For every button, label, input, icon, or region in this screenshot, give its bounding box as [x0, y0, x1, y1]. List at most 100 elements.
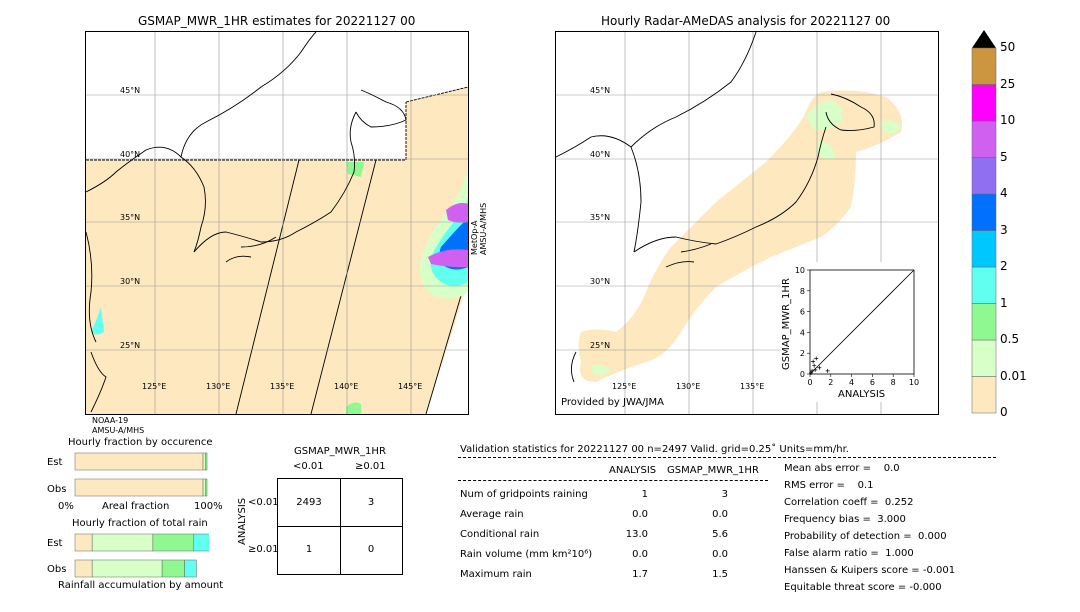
contingency-row-axis: ANALYSIS	[237, 497, 248, 545]
occurrence-xlabel: Areal fraction	[102, 501, 170, 512]
colorbar-tick-label: 25	[1000, 76, 1016, 91]
colorbar-segment	[971, 84, 997, 122]
scatter-point	[817, 365, 822, 370]
occurrence-obs-label: Obs	[47, 484, 67, 495]
score-line: Hanssen & Kuipers score = -0.001	[784, 565, 956, 576]
score-line: Probability of detection = 0.000	[784, 531, 947, 542]
occurrence-bars	[74, 452, 208, 497]
scatter-point	[811, 359, 816, 364]
right-lon-label: 125°E	[612, 382, 637, 391]
occurrence-est-label: Est	[47, 457, 63, 468]
scatter-xtick-label: 10	[909, 378, 919, 387]
right-lon-label: 135°E	[740, 382, 765, 391]
satellite-label-right: MetOp-A AMSU-A/MHS	[470, 202, 488, 255]
score-line: Mean abs error = 0.0	[784, 463, 900, 474]
validation-row-label: Rain volume (mm km²10⁶)	[460, 549, 593, 560]
colorbar-tick-label: 0.01	[1000, 368, 1027, 383]
fraction-bar-segment	[74, 452, 204, 471]
validation-col-analysis: ANALYSIS	[609, 465, 657, 476]
scatter-point	[809, 370, 814, 375]
scatter-ytick-label: 2	[800, 349, 805, 358]
scatter-plot: 0 2 4 6 8 10 0 2 4 6 8 10	[795, 266, 919, 387]
fraction-bar-segment	[161, 559, 185, 578]
colorbar-tick-label: 0.5	[1000, 332, 1020, 346]
colorbar-segment	[971, 266, 997, 304]
left-map-no-data-north	[181, 32, 406, 160]
validation-row-label: Num of gridpoints raining	[460, 489, 588, 500]
score-line: False alarm ratio = 1.000	[784, 548, 914, 559]
occurrence-title: Hourly fraction by occurence	[68, 437, 213, 448]
left-lon-label: 135°E	[270, 382, 295, 391]
colorbar-tick-label: 10	[1000, 113, 1016, 127]
validation-row-analysis: 1	[641, 489, 648, 500]
score-line: Equitable threat score = -0.000	[784, 582, 942, 593]
right-lon-label: 130°E	[676, 382, 701, 391]
left-lat-label: 25°N	[120, 341, 141, 350]
scatter-point	[814, 356, 819, 361]
left-lat-label: 30°N	[120, 277, 141, 286]
occurrence-x0: 0%	[58, 501, 74, 512]
scatter-xtick-label: 2	[828, 378, 833, 387]
fraction-bar-segment	[184, 559, 197, 578]
fraction-bar-segment	[74, 533, 93, 552]
validation-row-label: Maximum rain	[460, 569, 532, 580]
fraction-bar-segment	[74, 559, 93, 578]
colorbar-segment	[971, 339, 997, 377]
contingency-row-lt: <0.01	[248, 497, 279, 508]
validation-row-gsmap: 0.0	[712, 509, 728, 520]
left-lon-label: 130°E	[206, 382, 231, 391]
colorbar-segment	[971, 157, 997, 195]
left-lat-label: 35°N	[120, 213, 141, 222]
credit-label: Provided by JWA/JMA	[561, 397, 664, 408]
contingency-cell: 2493	[296, 497, 322, 508]
colorbar-segment	[971, 376, 997, 414]
colorbar-segment	[971, 303, 997, 341]
scatter-ytick-label: 10	[795, 266, 805, 275]
contingency-col-lt: <0.01	[293, 461, 324, 472]
colorbar-tick-label: 50	[1000, 40, 1016, 54]
fraction-bar-segment	[202, 478, 206, 497]
right-lat-label: 35°N	[590, 213, 611, 222]
validation-row-label: Conditional rain	[460, 529, 540, 540]
validation-row-label: Average rain	[460, 509, 524, 520]
fraction-bar-segment	[91, 533, 154, 552]
colorbar-segment	[971, 120, 997, 158]
total-rain-obs-label: Obs	[47, 564, 67, 575]
total-rain-est-label: Est	[47, 538, 63, 549]
left-map-title: GSMAP_MWR_1HR estimates for 20221127 00	[138, 14, 416, 28]
scatter-xlabel: ANALYSIS	[838, 389, 886, 400]
left-lat-label: 40°N	[120, 150, 141, 159]
occurrence-x100: 100%	[194, 501, 223, 512]
scatter-point	[825, 368, 830, 373]
scatter-ytick-label: 8	[800, 287, 805, 296]
total-rain-footer: Rainfall accumulation by amount	[58, 580, 224, 591]
colorbar-tick-label: 2	[1000, 259, 1008, 273]
contingency-cell: 1	[305, 544, 313, 555]
scatter-diagonal	[809, 269, 915, 375]
scatter-xtick-label: 0	[807, 378, 812, 387]
validation-row-analysis: 0.0	[632, 549, 648, 560]
scatter-ytick-label: 0	[800, 370, 805, 379]
scatter-point	[813, 367, 818, 372]
colorbar-tick-label: 3	[1000, 222, 1008, 237]
fraction-bar-segment	[74, 478, 204, 497]
contingency-col-ge: ≥0.01	[355, 461, 386, 472]
scatter-ytick-label: 4	[800, 328, 805, 337]
validation-row-gsmap: 3	[721, 489, 728, 500]
validation-header: Validation statistics for 20221127 00 n=…	[460, 444, 849, 455]
contingency-cell: 3	[367, 497, 375, 508]
left-lat-label: 45°N	[120, 86, 141, 95]
contingency-cell: 0	[367, 544, 375, 555]
colorbar-segment	[971, 230, 997, 268]
total-rain-title: Hourly fraction of total rain	[72, 518, 208, 529]
scatter-ylabel: GSMAP_MWR_1HR	[781, 278, 792, 370]
validation-row-gsmap: 1.5	[712, 569, 728, 580]
scatter-ytick-label: 6	[800, 308, 805, 317]
scatter-xtick-label: 4	[849, 378, 854, 387]
score-line: Frequency bias = 3.000	[784, 514, 906, 525]
right-lat-label: 45°N	[590, 86, 611, 95]
validation-row-gsmap: 0.0	[712, 549, 728, 560]
scatter-point	[810, 368, 815, 373]
left-map: 45°N 40°N 35°N 30°N 25°N 125°E 130°E 135…	[85, 31, 469, 415]
validation-row-gsmap: 5.6	[712, 529, 728, 540]
